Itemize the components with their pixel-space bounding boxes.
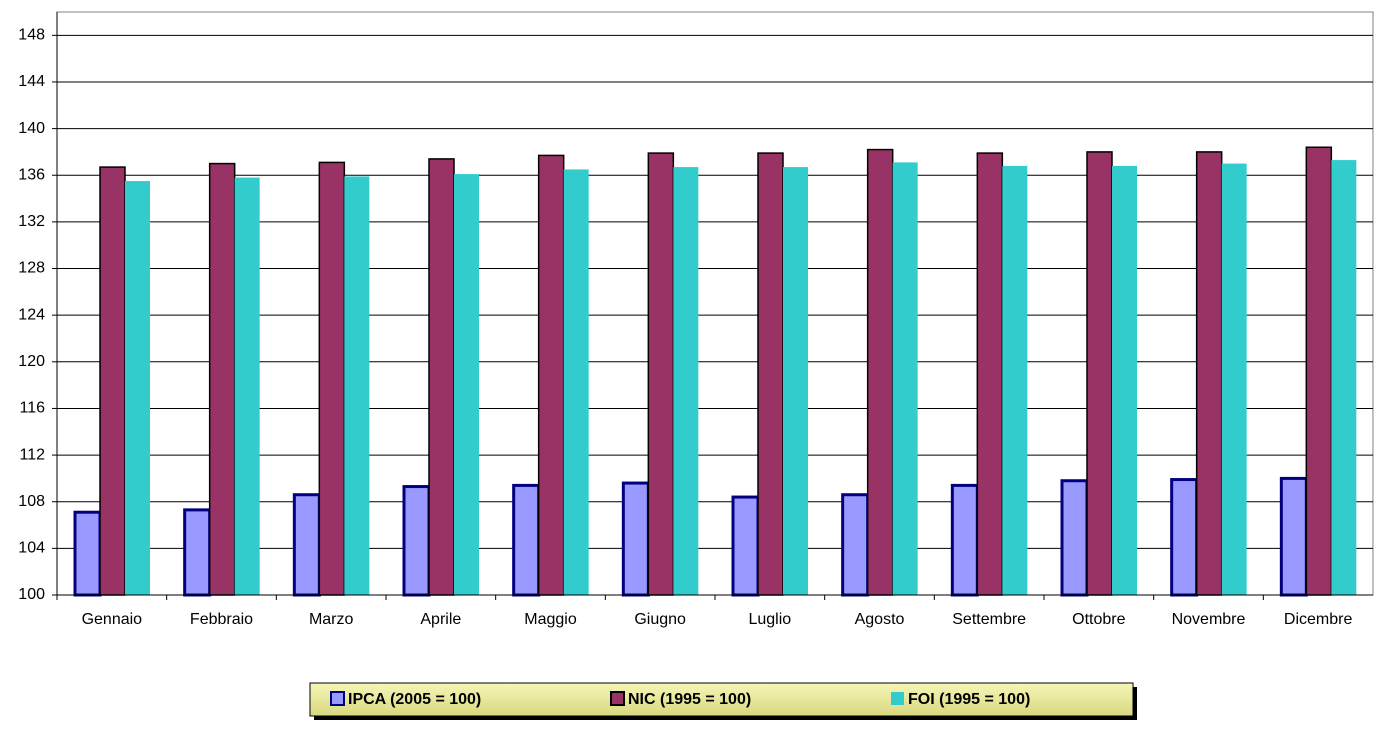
bar xyxy=(99,166,126,596)
y-tick-label: 148 xyxy=(18,27,45,44)
x-tick-label: Febbraio xyxy=(190,611,253,628)
y-tick-label: 108 xyxy=(18,493,45,510)
bar xyxy=(866,148,894,596)
bar xyxy=(731,495,760,597)
y-tick-label: 104 xyxy=(18,540,45,557)
x-tick-label: Aprile xyxy=(420,611,461,628)
bar xyxy=(125,181,150,595)
x-tick-label: Gennaio xyxy=(82,611,143,628)
y-tick-label: 140 xyxy=(18,120,45,137)
y-tick-label: 112 xyxy=(19,446,45,463)
bar xyxy=(647,152,675,596)
y-tick-label: 124 xyxy=(18,306,45,323)
bar xyxy=(563,169,589,595)
plot-area xyxy=(56,11,1374,596)
bar xyxy=(1331,160,1357,595)
bar xyxy=(1195,151,1223,596)
x-tick-label: Marzo xyxy=(309,611,354,628)
bar xyxy=(1060,479,1089,597)
x-tick-label: Settembre xyxy=(952,611,1026,628)
bar xyxy=(1170,478,1199,597)
bar xyxy=(1221,163,1247,595)
bar xyxy=(950,483,979,597)
bar xyxy=(757,152,784,596)
bar xyxy=(234,177,260,595)
y-tick-label: 120 xyxy=(18,353,45,370)
legend-label: NIC (1995 = 100) xyxy=(628,691,751,708)
y-tick-label: 128 xyxy=(18,260,45,277)
legend xyxy=(309,682,1134,717)
y-tick-label: 132 xyxy=(18,213,45,230)
bar xyxy=(976,152,1004,596)
bar xyxy=(208,162,236,596)
bar xyxy=(183,508,212,597)
bar xyxy=(512,483,541,597)
bar xyxy=(292,493,321,597)
legend-swatch xyxy=(891,692,904,705)
bar xyxy=(537,154,565,596)
legend-label: FOI (1995 = 100) xyxy=(908,691,1030,708)
bar xyxy=(892,162,918,595)
bar xyxy=(1279,476,1308,597)
x-tick-label: Agosto xyxy=(855,611,905,628)
x-tick-label: Ottobre xyxy=(1072,611,1125,628)
bar xyxy=(318,161,346,596)
bar xyxy=(1086,151,1113,596)
y-tick-label: 144 xyxy=(18,73,45,90)
bar xyxy=(1112,165,1137,596)
bar xyxy=(402,485,431,597)
legend-swatch xyxy=(610,691,625,706)
bar xyxy=(344,176,370,595)
legend-swatch xyxy=(330,691,345,706)
y-tick-label: 136 xyxy=(18,166,45,183)
bar xyxy=(841,493,870,597)
bar xyxy=(783,167,808,595)
x-tick-label: Novembre xyxy=(1172,611,1246,628)
bar xyxy=(1305,146,1333,596)
bar xyxy=(454,174,479,595)
y-tick-label: 100 xyxy=(18,586,45,603)
x-tick-label: Maggio xyxy=(524,611,577,628)
bar xyxy=(673,167,699,595)
bar xyxy=(1002,165,1028,596)
y-tick-label: 116 xyxy=(19,400,45,417)
bar xyxy=(428,158,455,596)
legend-label: IPCA (2005 = 100) xyxy=(348,691,481,708)
x-tick-label: Dicembre xyxy=(1284,611,1353,628)
bar xyxy=(621,481,650,597)
bar xyxy=(73,510,102,597)
x-tick-label: Giugno xyxy=(634,611,686,628)
x-tick-label: Luglio xyxy=(748,611,791,628)
